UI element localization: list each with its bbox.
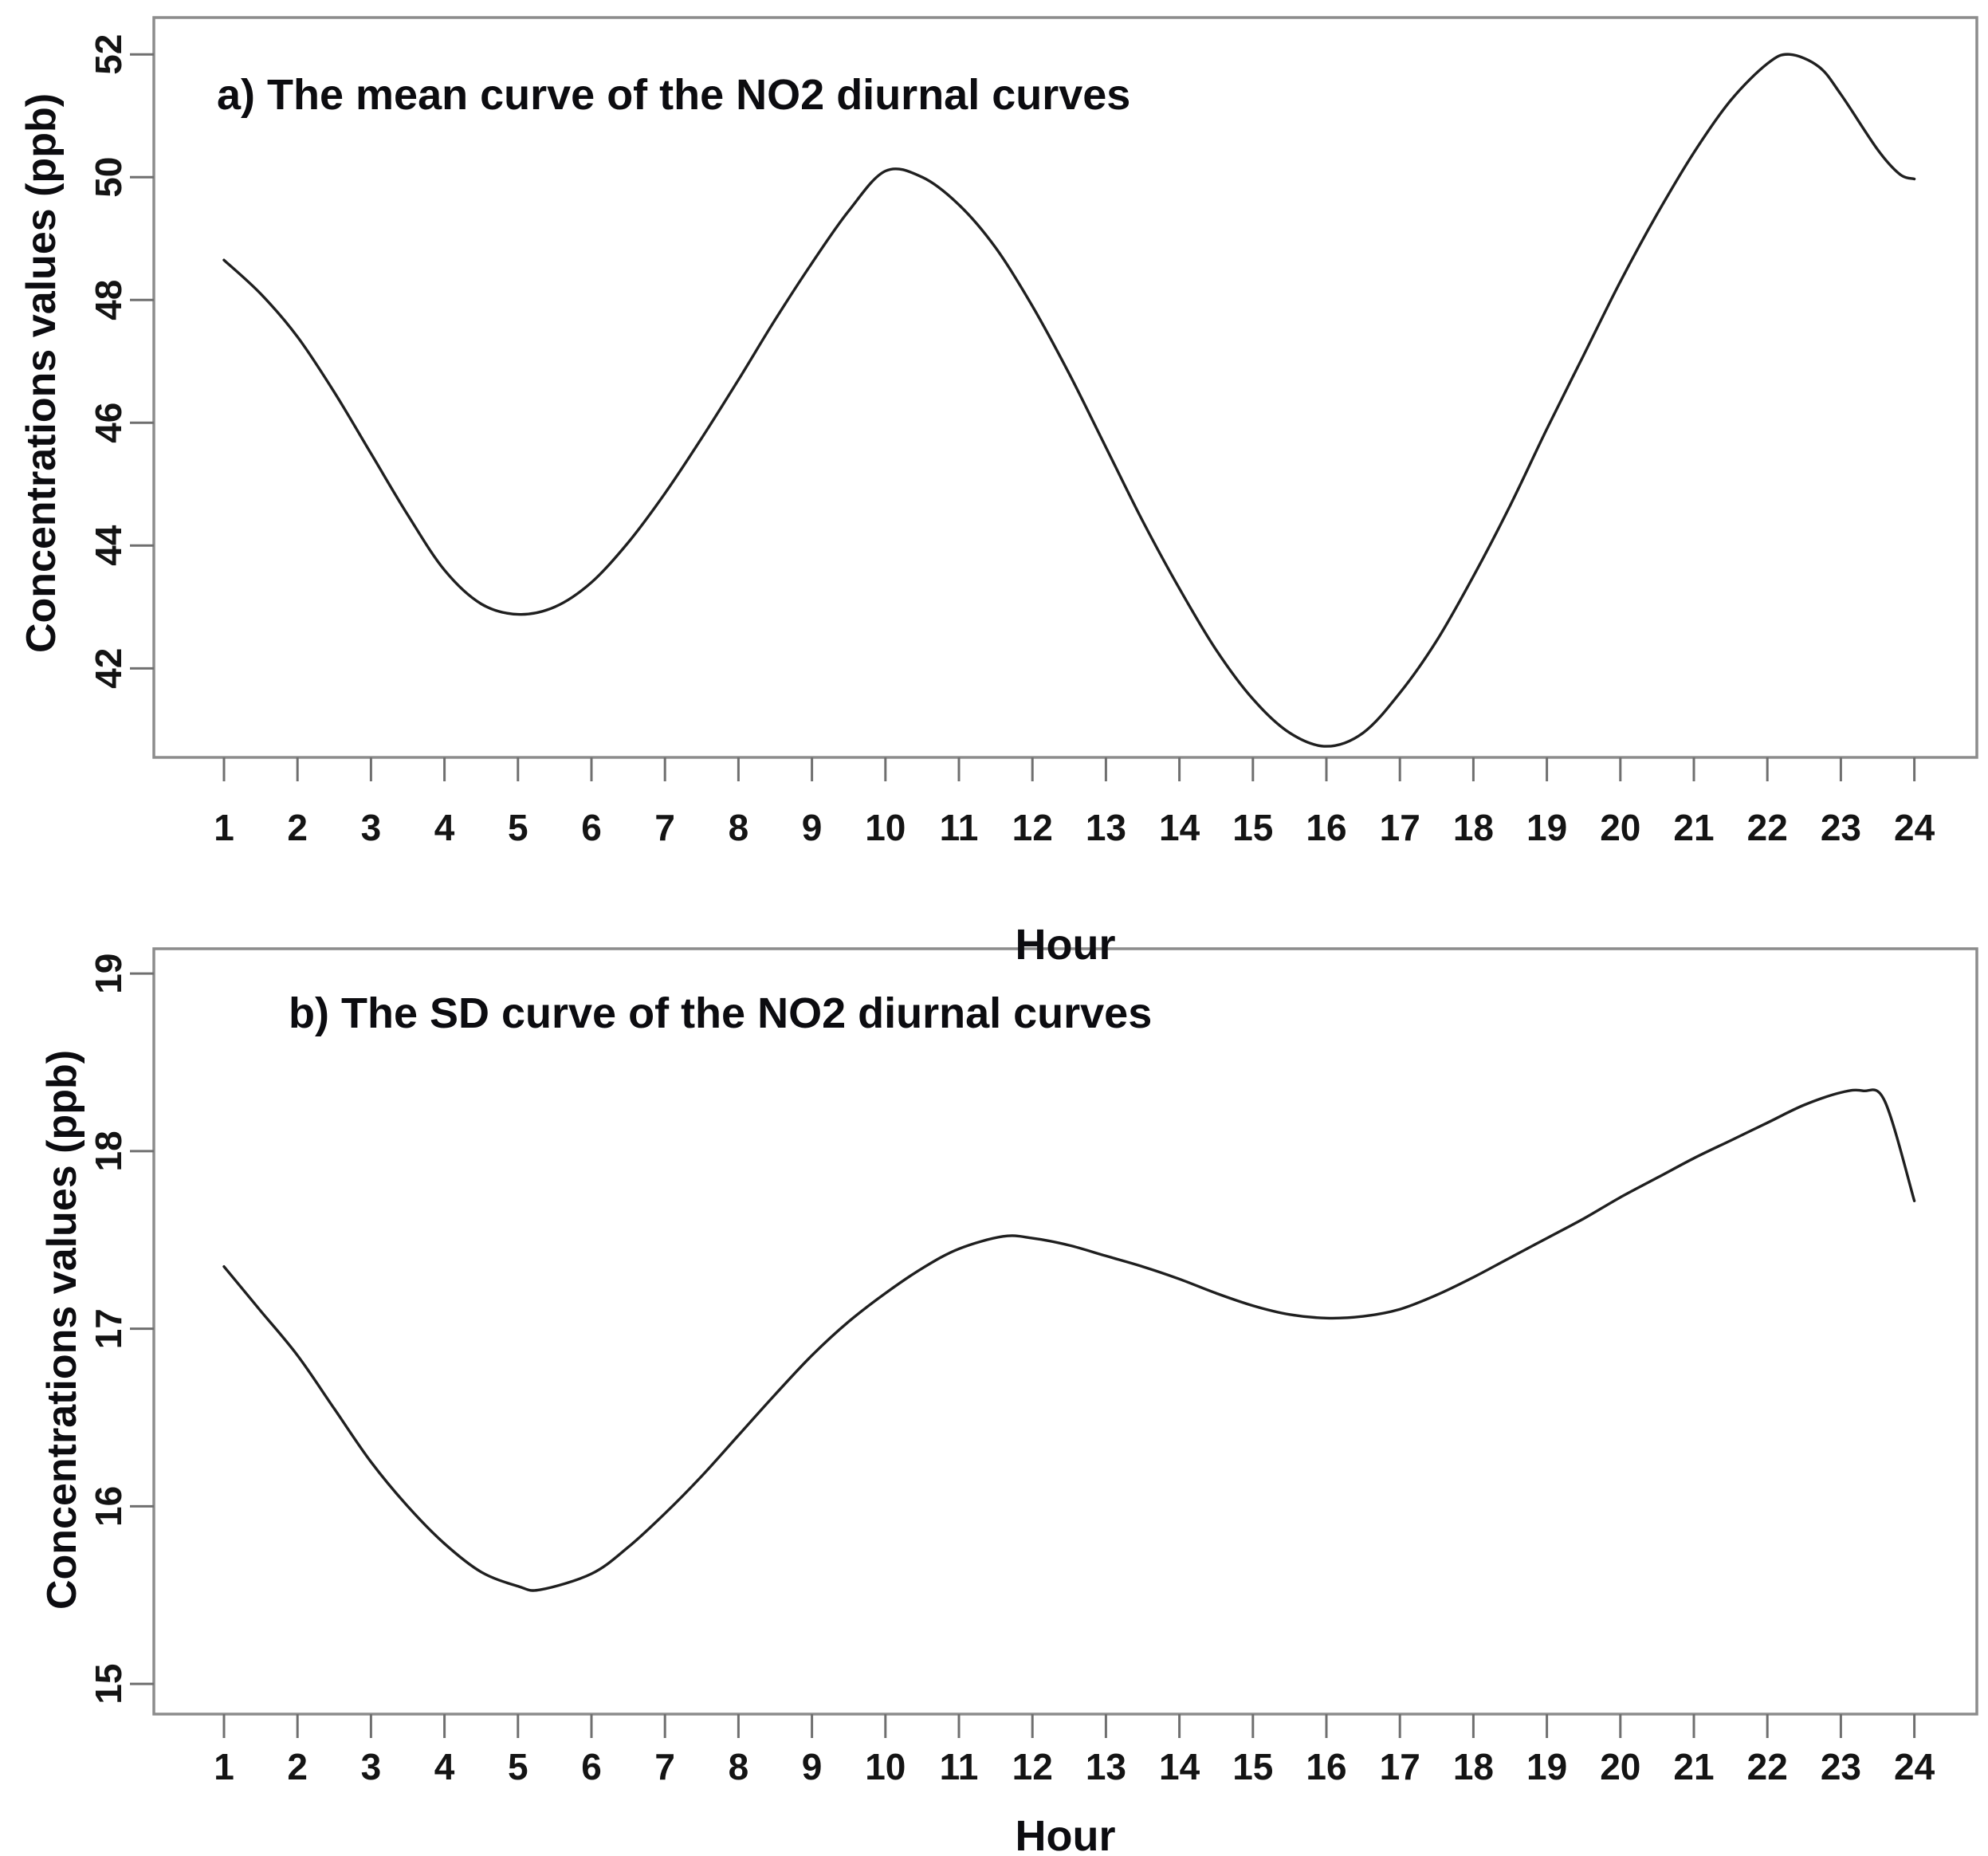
x-tick-label-b: 24 bbox=[1894, 1746, 1935, 1787]
x-tick-label-a: 21 bbox=[1673, 807, 1714, 848]
x-tick-label-a: 17 bbox=[1380, 807, 1420, 848]
curve-b-sd bbox=[222, 1088, 1916, 1592]
x-tick-label-a: 19 bbox=[1526, 807, 1567, 848]
plot-box-b bbox=[152, 947, 1978, 1716]
x-tick-label-a: 1 bbox=[214, 807, 234, 848]
x-tick-label-b: 13 bbox=[1086, 1746, 1126, 1787]
x-tick-label-a: 7 bbox=[654, 807, 675, 848]
x-tick-label-a: 5 bbox=[508, 807, 528, 848]
x-tick-label-a: 12 bbox=[1012, 807, 1053, 848]
curve-a-mean bbox=[222, 53, 1916, 748]
y-tick-label-a: 52 bbox=[88, 34, 129, 75]
x-tick-label-b: 23 bbox=[1821, 1746, 1861, 1787]
x-tick-label-a: 8 bbox=[729, 807, 749, 848]
x-tick-label-a: 20 bbox=[1600, 807, 1640, 848]
x-tick-label-b: 18 bbox=[1453, 1746, 1494, 1787]
y-tick-label-a: 46 bbox=[88, 403, 129, 443]
x-tick-label-a: 24 bbox=[1894, 807, 1935, 848]
x-tick-label-a: 9 bbox=[802, 807, 823, 848]
y-tick-label-a: 48 bbox=[88, 280, 129, 320]
y-tick-label-b: 17 bbox=[88, 1308, 129, 1349]
x-tick-label-a: 18 bbox=[1453, 807, 1494, 848]
x-tick-label-b: 16 bbox=[1306, 1746, 1346, 1787]
x-tick-label-a: 13 bbox=[1086, 807, 1126, 848]
x-tick-label-b: 9 bbox=[802, 1746, 823, 1787]
x-tick-label-b: 5 bbox=[508, 1746, 528, 1787]
panel-b-yaxis-label: Concentrations values (ppb) bbox=[39, 1049, 85, 1610]
x-tick-label-b: 14 bbox=[1159, 1746, 1200, 1787]
panel-b-title: b) The SD curve of the NO2 diurnal curve… bbox=[289, 989, 1153, 1037]
x-tick-label-b: 15 bbox=[1232, 1746, 1273, 1787]
y-tick-label-b: 19 bbox=[88, 954, 129, 994]
x-tick-label-b: 3 bbox=[361, 1746, 382, 1787]
y-tick-label-a: 44 bbox=[88, 525, 129, 566]
x-tick-label-a: 15 bbox=[1232, 807, 1273, 848]
x-tick-label-a: 10 bbox=[865, 807, 906, 848]
x-tick-label-b: 22 bbox=[1747, 1746, 1788, 1787]
x-tick-label-b: 1 bbox=[214, 1746, 234, 1787]
x-tick-label-a: 3 bbox=[361, 807, 382, 848]
x-tick-label-a: 2 bbox=[287, 807, 308, 848]
x-tick-label-b: 21 bbox=[1673, 1746, 1714, 1787]
x-tick-label-a: 22 bbox=[1747, 807, 1788, 848]
x-tick-label-b: 6 bbox=[581, 1746, 602, 1787]
x-tick-label-a: 4 bbox=[434, 807, 455, 848]
panel-a-yaxis-label: Concentrations values (ppb) bbox=[18, 92, 65, 654]
x-tick-label-b: 17 bbox=[1380, 1746, 1420, 1787]
x-tick-label-b: 4 bbox=[434, 1746, 455, 1787]
x-tick-label-a: 11 bbox=[940, 807, 979, 848]
y-tick-label-b: 18 bbox=[88, 1131, 129, 1171]
x-tick-label-a: 14 bbox=[1159, 807, 1200, 848]
x-tick-label-b: 11 bbox=[940, 1746, 979, 1787]
x-tick-label-a: 16 bbox=[1306, 807, 1346, 848]
x-tick-label-b: 12 bbox=[1012, 1746, 1053, 1787]
y-tick-label-a: 42 bbox=[88, 648, 129, 689]
x-tick-label-b: 10 bbox=[865, 1746, 906, 1787]
y-tick-label-a: 50 bbox=[88, 157, 129, 198]
x-tick-label-b: 20 bbox=[1600, 1746, 1640, 1787]
y-tick-label-b: 15 bbox=[88, 1664, 129, 1705]
panel-b-xaxis-label: Hour bbox=[1015, 1812, 1116, 1856]
x-tick-label-a: 6 bbox=[581, 807, 602, 848]
x-tick-label-b: 19 bbox=[1526, 1746, 1567, 1787]
x-tick-label-b: 2 bbox=[287, 1746, 308, 1787]
x-tick-label-b: 7 bbox=[654, 1746, 675, 1787]
x-tick-label-b: 8 bbox=[729, 1746, 749, 1787]
x-tick-label-a: 23 bbox=[1821, 807, 1861, 848]
panel-a-title: a) The mean curve of the NO2 diurnal cur… bbox=[217, 71, 1131, 119]
plot-box-a bbox=[152, 16, 1978, 759]
y-tick-label-b: 16 bbox=[88, 1486, 129, 1527]
panel-a-xaxis-label: Hour bbox=[1015, 921, 1116, 969]
